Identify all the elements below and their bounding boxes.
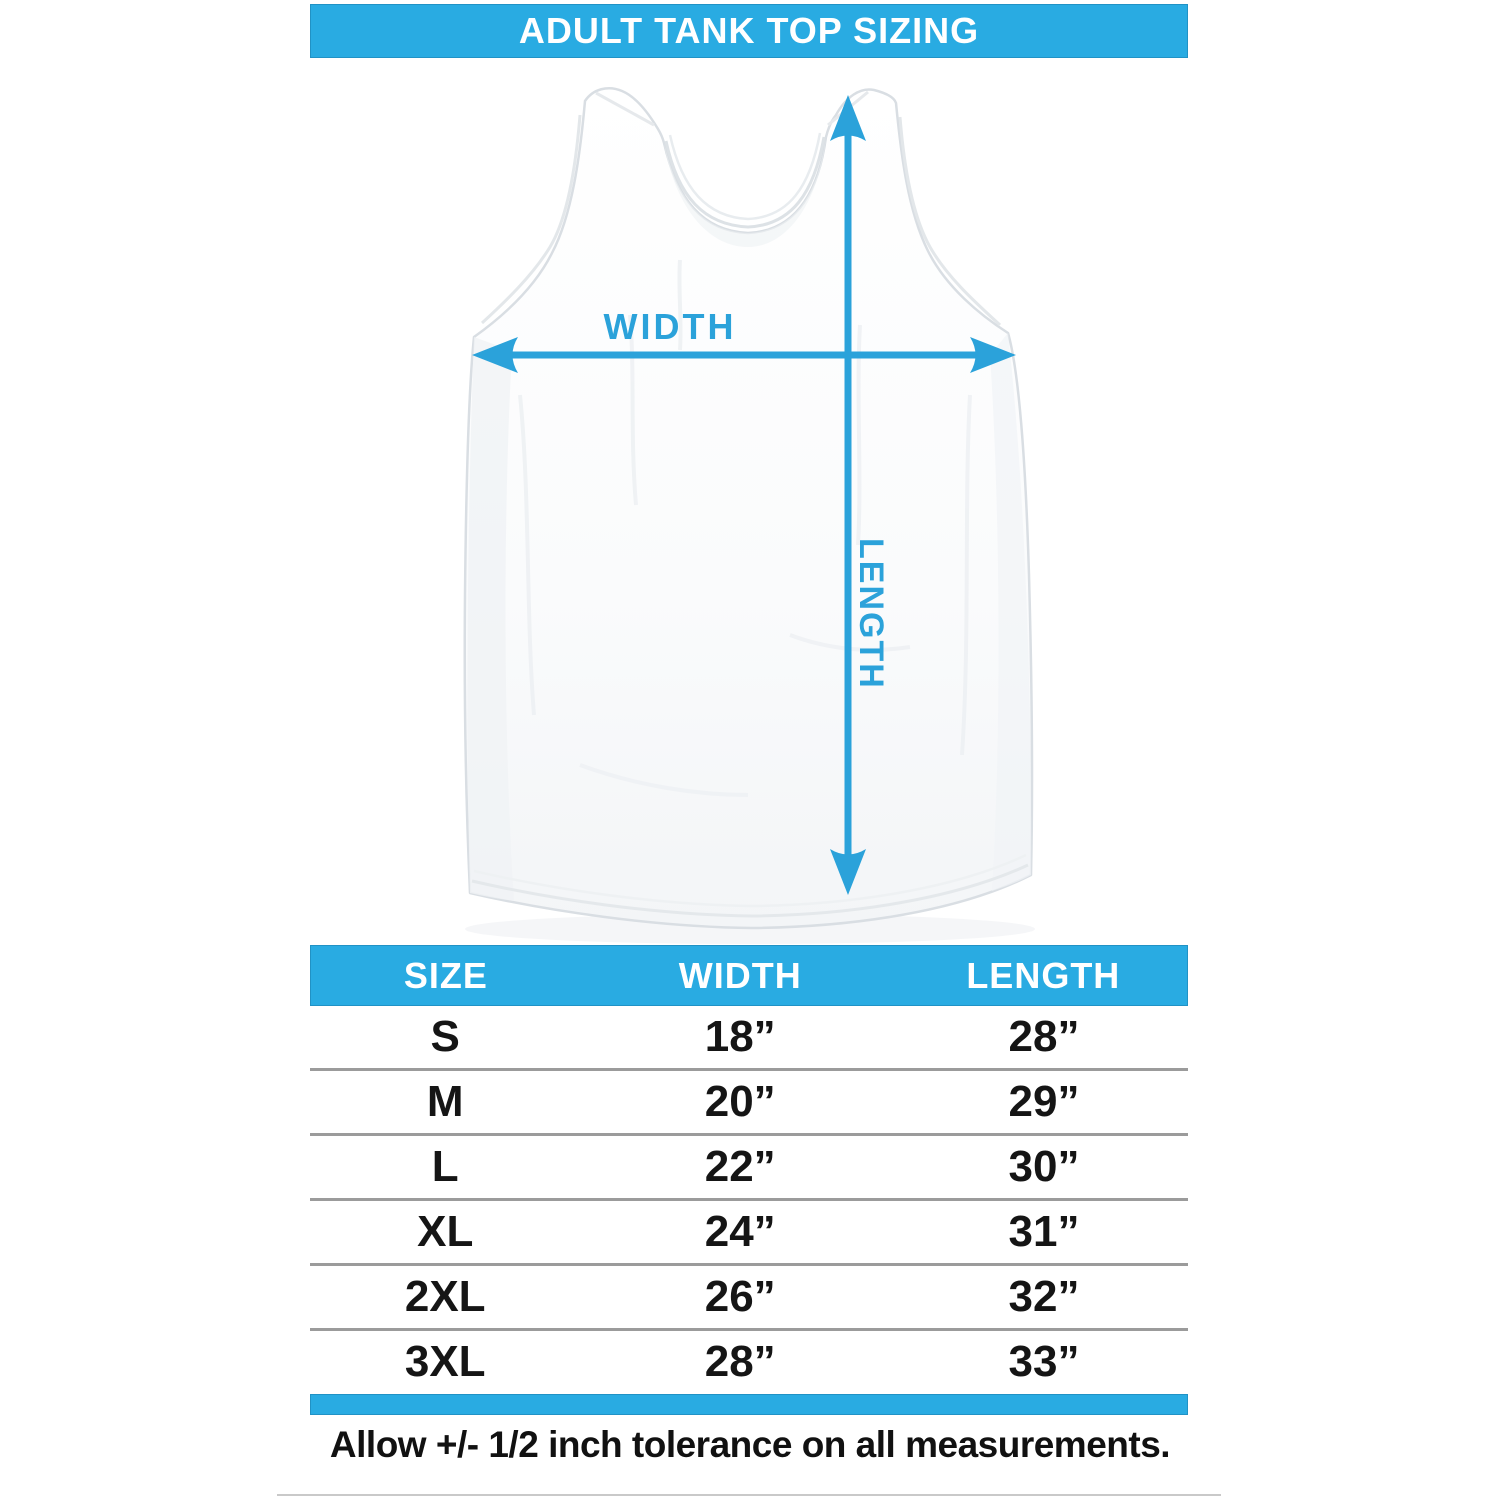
size-label: M bbox=[426, 1077, 464, 1126]
left-shoulder-seam bbox=[595, 91, 655, 127]
table-bottom-bar bbox=[310, 1394, 1188, 1415]
table-row-xl: XL 24” 31” bbox=[310, 1201, 1188, 1263]
width-measure-label: WIDTH bbox=[603, 306, 737, 347]
size-label: L bbox=[431, 1142, 459, 1191]
right-side-shading bbox=[990, 333, 1032, 891]
size-label: 2XL bbox=[404, 1272, 486, 1321]
tank-top-illustration bbox=[463, 87, 1035, 944]
table-row-l: L 22” 30” bbox=[310, 1136, 1188, 1198]
width-value: 28” bbox=[704, 1337, 776, 1386]
hem-stitch bbox=[471, 863, 1029, 918]
row-divider bbox=[310, 1198, 1188, 1201]
right-armhole-binding bbox=[898, 116, 1002, 327]
length-value: 33” bbox=[1008, 1337, 1080, 1386]
row-divider bbox=[310, 1263, 1188, 1266]
column-header-size: SIZE bbox=[403, 954, 488, 996]
tank-top-diagram bbox=[430, 75, 1080, 945]
table-row-m: M 20” 29” bbox=[310, 1071, 1188, 1133]
row-divider bbox=[310, 1328, 1188, 1331]
tank-top-body bbox=[463, 87, 1034, 930]
width-arrow-icon bbox=[472, 337, 1016, 373]
fabric-wrinkles bbox=[518, 259, 972, 797]
length-arrow-icon bbox=[830, 95, 866, 895]
size-label: S bbox=[430, 1012, 460, 1061]
length-value: 30” bbox=[1008, 1142, 1080, 1191]
collar-shading bbox=[664, 137, 826, 247]
width-value: 22” bbox=[704, 1142, 776, 1191]
table-row-3xl: 3XL 28” 33” bbox=[310, 1331, 1188, 1393]
table-row-s: S 18” 28” bbox=[310, 1006, 1188, 1068]
length-value: 32” bbox=[1008, 1272, 1080, 1321]
collar-binding bbox=[664, 136, 826, 229]
width-value: 26” bbox=[704, 1272, 776, 1321]
size-table: SIZE WIDTH LENGTH S 18” 28” M 20” 29” L … bbox=[310, 945, 1188, 1415]
size-label: XL bbox=[417, 1207, 474, 1256]
table-header-row: SIZE WIDTH LENGTH bbox=[310, 945, 1188, 1006]
tolerance-note: Allow +/- 1/2 inch tolerance on all meas… bbox=[329, 1424, 1171, 1465]
image-bottom-edge bbox=[277, 1494, 1221, 1496]
title-bar: ADULT TANK TOP SIZING bbox=[310, 4, 1188, 58]
column-header-width: WIDTH bbox=[678, 954, 802, 996]
left-side-shading bbox=[467, 337, 514, 901]
row-divider bbox=[310, 1133, 1188, 1136]
column-header-length: LENGTH bbox=[966, 954, 1121, 996]
page-title: ADULT TANK TOP SIZING bbox=[518, 10, 980, 51]
length-measure-label: LENGTH bbox=[852, 538, 890, 690]
length-value: 31” bbox=[1008, 1207, 1080, 1256]
hem-stitch-inner bbox=[473, 853, 1027, 908]
width-value: 18” bbox=[704, 1012, 776, 1061]
row-divider bbox=[310, 1068, 1188, 1071]
table-row-2xl: 2XL 26” 32” bbox=[310, 1266, 1188, 1328]
size-label: 3XL bbox=[404, 1337, 486, 1386]
width-value: 24” bbox=[704, 1207, 776, 1256]
width-value: 20” bbox=[704, 1077, 776, 1126]
length-value: 28” bbox=[1008, 1012, 1080, 1061]
collar-binding-inner bbox=[668, 132, 822, 221]
length-value: 29” bbox=[1008, 1077, 1080, 1126]
left-armhole-binding bbox=[480, 114, 582, 325]
